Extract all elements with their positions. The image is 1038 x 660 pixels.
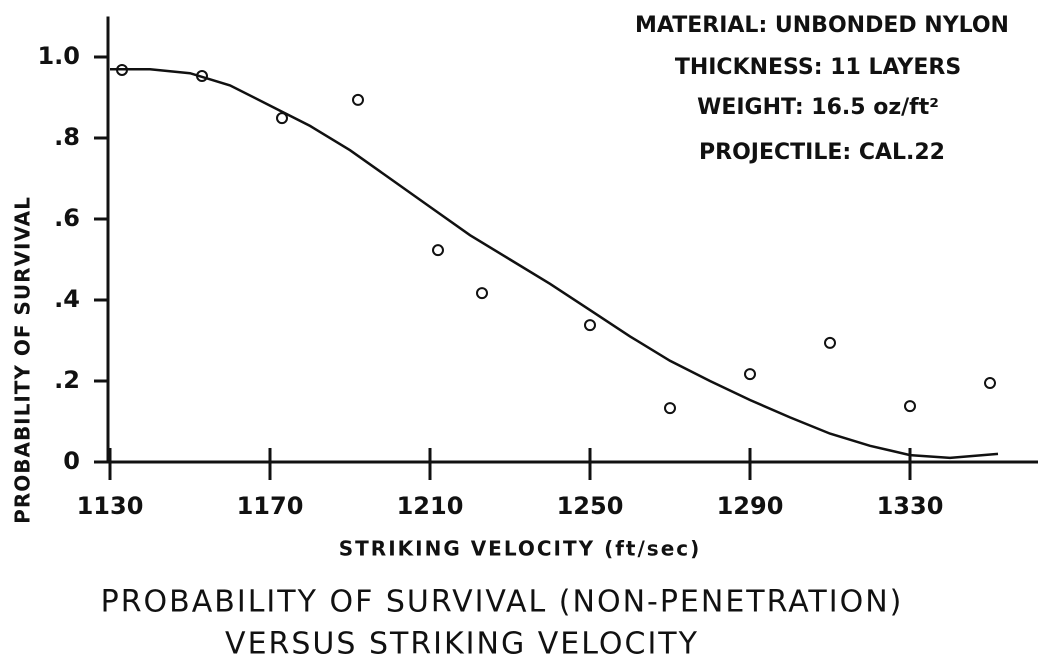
y-tick-label: .8: [54, 123, 80, 151]
x-tick-label: 1130: [77, 492, 144, 520]
x-tick-label: 1290: [717, 492, 784, 520]
annotation: THICKNESS: 11 LAYERS: [675, 55, 961, 80]
data-point: [476, 287, 488, 300]
y-axis-label: PROBABILITY OF SURVIVAL: [11, 196, 35, 524]
annotation: MATERIAL: UNBONDED NYLON: [635, 13, 1009, 38]
data-point: [904, 400, 916, 413]
chart-title: VERSUS STRIKING VELOCITY: [225, 627, 699, 660]
x-tick-label: 1170: [237, 492, 304, 520]
annotation: WEIGHT: 16.5 oz/ft²: [697, 95, 939, 120]
x-tick-label: 1210: [397, 492, 464, 520]
chart-title: PROBABILITY OF SURVIVAL (NON-PENETRATION…: [101, 585, 904, 620]
data-point: [432, 244, 444, 257]
y-tick-label: 0: [63, 447, 80, 475]
data-point: [744, 368, 756, 381]
x-tick-label: 1250: [557, 492, 624, 520]
data-point: [664, 402, 676, 415]
data-point: [584, 319, 596, 332]
y-tick-label: 1.0: [37, 42, 80, 70]
annotation: PROJECTILE: CAL.22: [699, 140, 945, 165]
x-axis-label: STRIKING VELOCITY (ft/sec): [339, 537, 702, 561]
data-point: [276, 112, 288, 125]
data-point: [824, 336, 836, 349]
fit-curve: [110, 67, 999, 460]
y-tick-label: .4: [54, 285, 80, 313]
data-point: [352, 93, 364, 106]
data-point: [984, 377, 996, 390]
y-tick-label: .6: [54, 204, 80, 232]
x-tick-label: 1330: [877, 492, 944, 520]
y-tick-label: .2: [54, 366, 80, 394]
